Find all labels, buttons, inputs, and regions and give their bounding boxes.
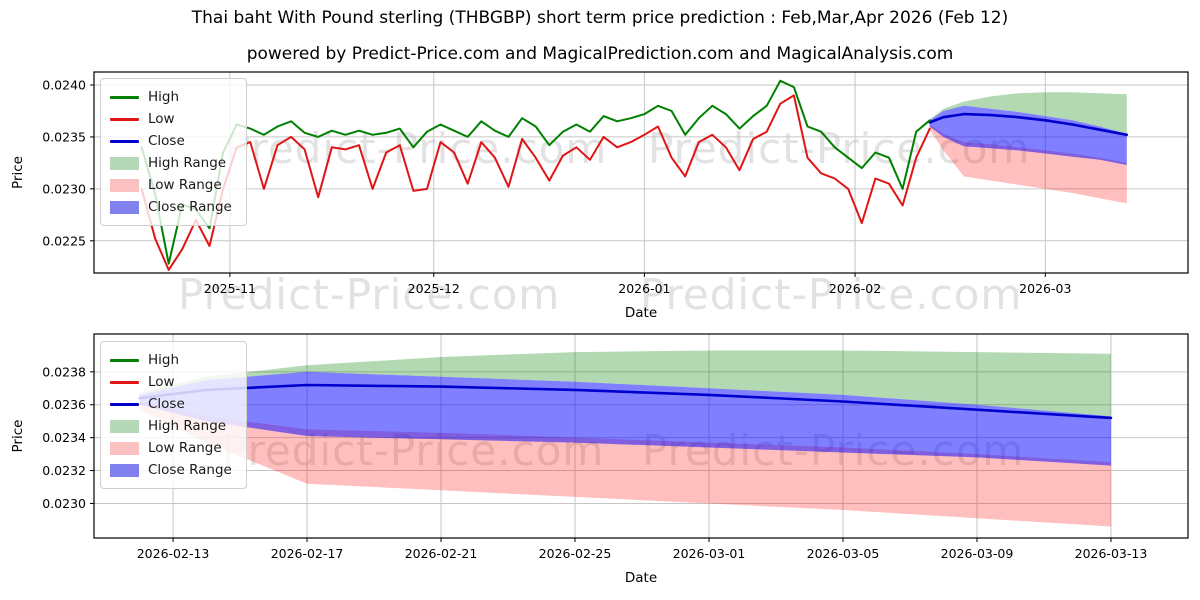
x-tick-label: 2026-03-09: [941, 546, 1014, 561]
legend-swatch-close: [110, 139, 139, 143]
legend-item: Close Range: [110, 459, 232, 481]
high-range-band: [139, 350, 1112, 417]
legend-swatch-high: [110, 95, 139, 99]
legend-item: Low Range: [110, 437, 232, 459]
legend-swatch-close-range: [110, 200, 139, 214]
x-tick-label: 2026-03-01: [673, 546, 746, 561]
legend-item: High: [110, 349, 232, 371]
x-tick-label: 2026-02-17: [271, 546, 344, 561]
legend-label: High: [148, 352, 180, 368]
x-tick-label: 2026-03-05: [807, 546, 880, 561]
legend-label: Close: [148, 133, 185, 149]
legend-label: High Range: [148, 155, 227, 171]
y-tick-label: 0.0238: [42, 364, 86, 379]
watermark-text: Predict-Price.com: [225, 124, 608, 173]
legend-swatch-low-range: [110, 441, 139, 455]
x-tick-label: 2026-02-13: [137, 546, 210, 561]
x-axis-label: Date: [625, 305, 657, 321]
legend-swatch-close: [110, 402, 139, 406]
legend-swatch-high-range: [110, 419, 139, 433]
x-axis-label: Date: [625, 570, 657, 586]
legend-label: Low: [148, 374, 175, 390]
legend-swatch-low-range: [110, 178, 139, 192]
legend-item: Low Range: [110, 174, 232, 196]
y-tick-label: 0.0225: [42, 233, 86, 248]
y-tick-label: 0.0234: [42, 430, 86, 445]
legend-item: Close Range: [110, 196, 232, 218]
y-tick-label: 0.0240: [42, 77, 86, 92]
close-range-band: [139, 371, 1112, 466]
x-tick-label: 2025-11: [204, 281, 256, 296]
legend-label: Low: [148, 111, 175, 127]
high-range-band: [929, 92, 1127, 134]
watermark-text: Predict-Price.com: [178, 270, 561, 319]
legend-swatch-low: [110, 117, 139, 121]
legend-swatch-high: [110, 358, 139, 362]
legend-item: Close: [110, 130, 232, 152]
figure-title: Thai baht With Pound sterling (THBGBP) s…: [191, 8, 1009, 28]
close-range-band: [929, 105, 1127, 165]
legend-label: Close Range: [148, 462, 232, 478]
legend-item: Low: [110, 108, 232, 130]
legend-swatch-low: [110, 380, 139, 384]
x-tick-label: 2026-01: [618, 281, 670, 296]
top-chart-legend: High Low Close High Range Low Range Close Ran…: [100, 78, 247, 226]
x-tick-label: 2026-02-21: [405, 546, 478, 561]
x-tick-label: 2026-03-13: [1075, 546, 1148, 561]
legend-swatch-high-range: [110, 156, 139, 170]
bottom-chart-legend: High Low Close High Range Low Range Close Ran…: [100, 341, 247, 489]
legend-item: High: [110, 86, 232, 108]
x-tick-label: 2025-12: [408, 281, 460, 296]
legend-label: Low Range: [148, 177, 222, 193]
y-tick-label: 0.0235: [42, 129, 86, 144]
y-tick-label: 0.0230: [42, 181, 86, 196]
low-history-line: [140, 94, 931, 271]
legend-swatch-close-range: [110, 463, 139, 477]
legend-label: High Range: [148, 418, 227, 434]
y-tick-label: 0.0230: [42, 496, 86, 511]
figure-subtitle: powered by Predict-Price.com and Magical…: [246, 44, 954, 64]
legend-item: Close: [110, 393, 232, 415]
y-tick-label: 0.0236: [42, 397, 86, 412]
axes-frame: [93, 333, 1189, 539]
y-axis-label: Price: [10, 420, 26, 453]
y-tick-label: 0.0232: [42, 463, 86, 478]
x-tick-label: 2026-02-25: [539, 546, 612, 561]
legend-label: Close: [148, 396, 185, 412]
legend-item: High Range: [110, 152, 232, 174]
y-axis-label: Price: [10, 156, 26, 189]
legend-item: High Range: [110, 415, 232, 437]
axes-frame: [93, 71, 1189, 274]
legend-label: Low Range: [148, 440, 222, 456]
legend-label: Close Range: [148, 199, 232, 215]
x-tick-label: 2026-03: [1019, 281, 1071, 296]
watermark-text: Predict-Price.com: [640, 270, 1023, 319]
legend-label: High: [148, 89, 180, 105]
close-forecast-line: [928, 112, 1129, 137]
legend-item: Low: [110, 371, 232, 393]
x-tick-label: 2026-02: [829, 281, 881, 296]
high-history-line: [140, 79, 931, 265]
